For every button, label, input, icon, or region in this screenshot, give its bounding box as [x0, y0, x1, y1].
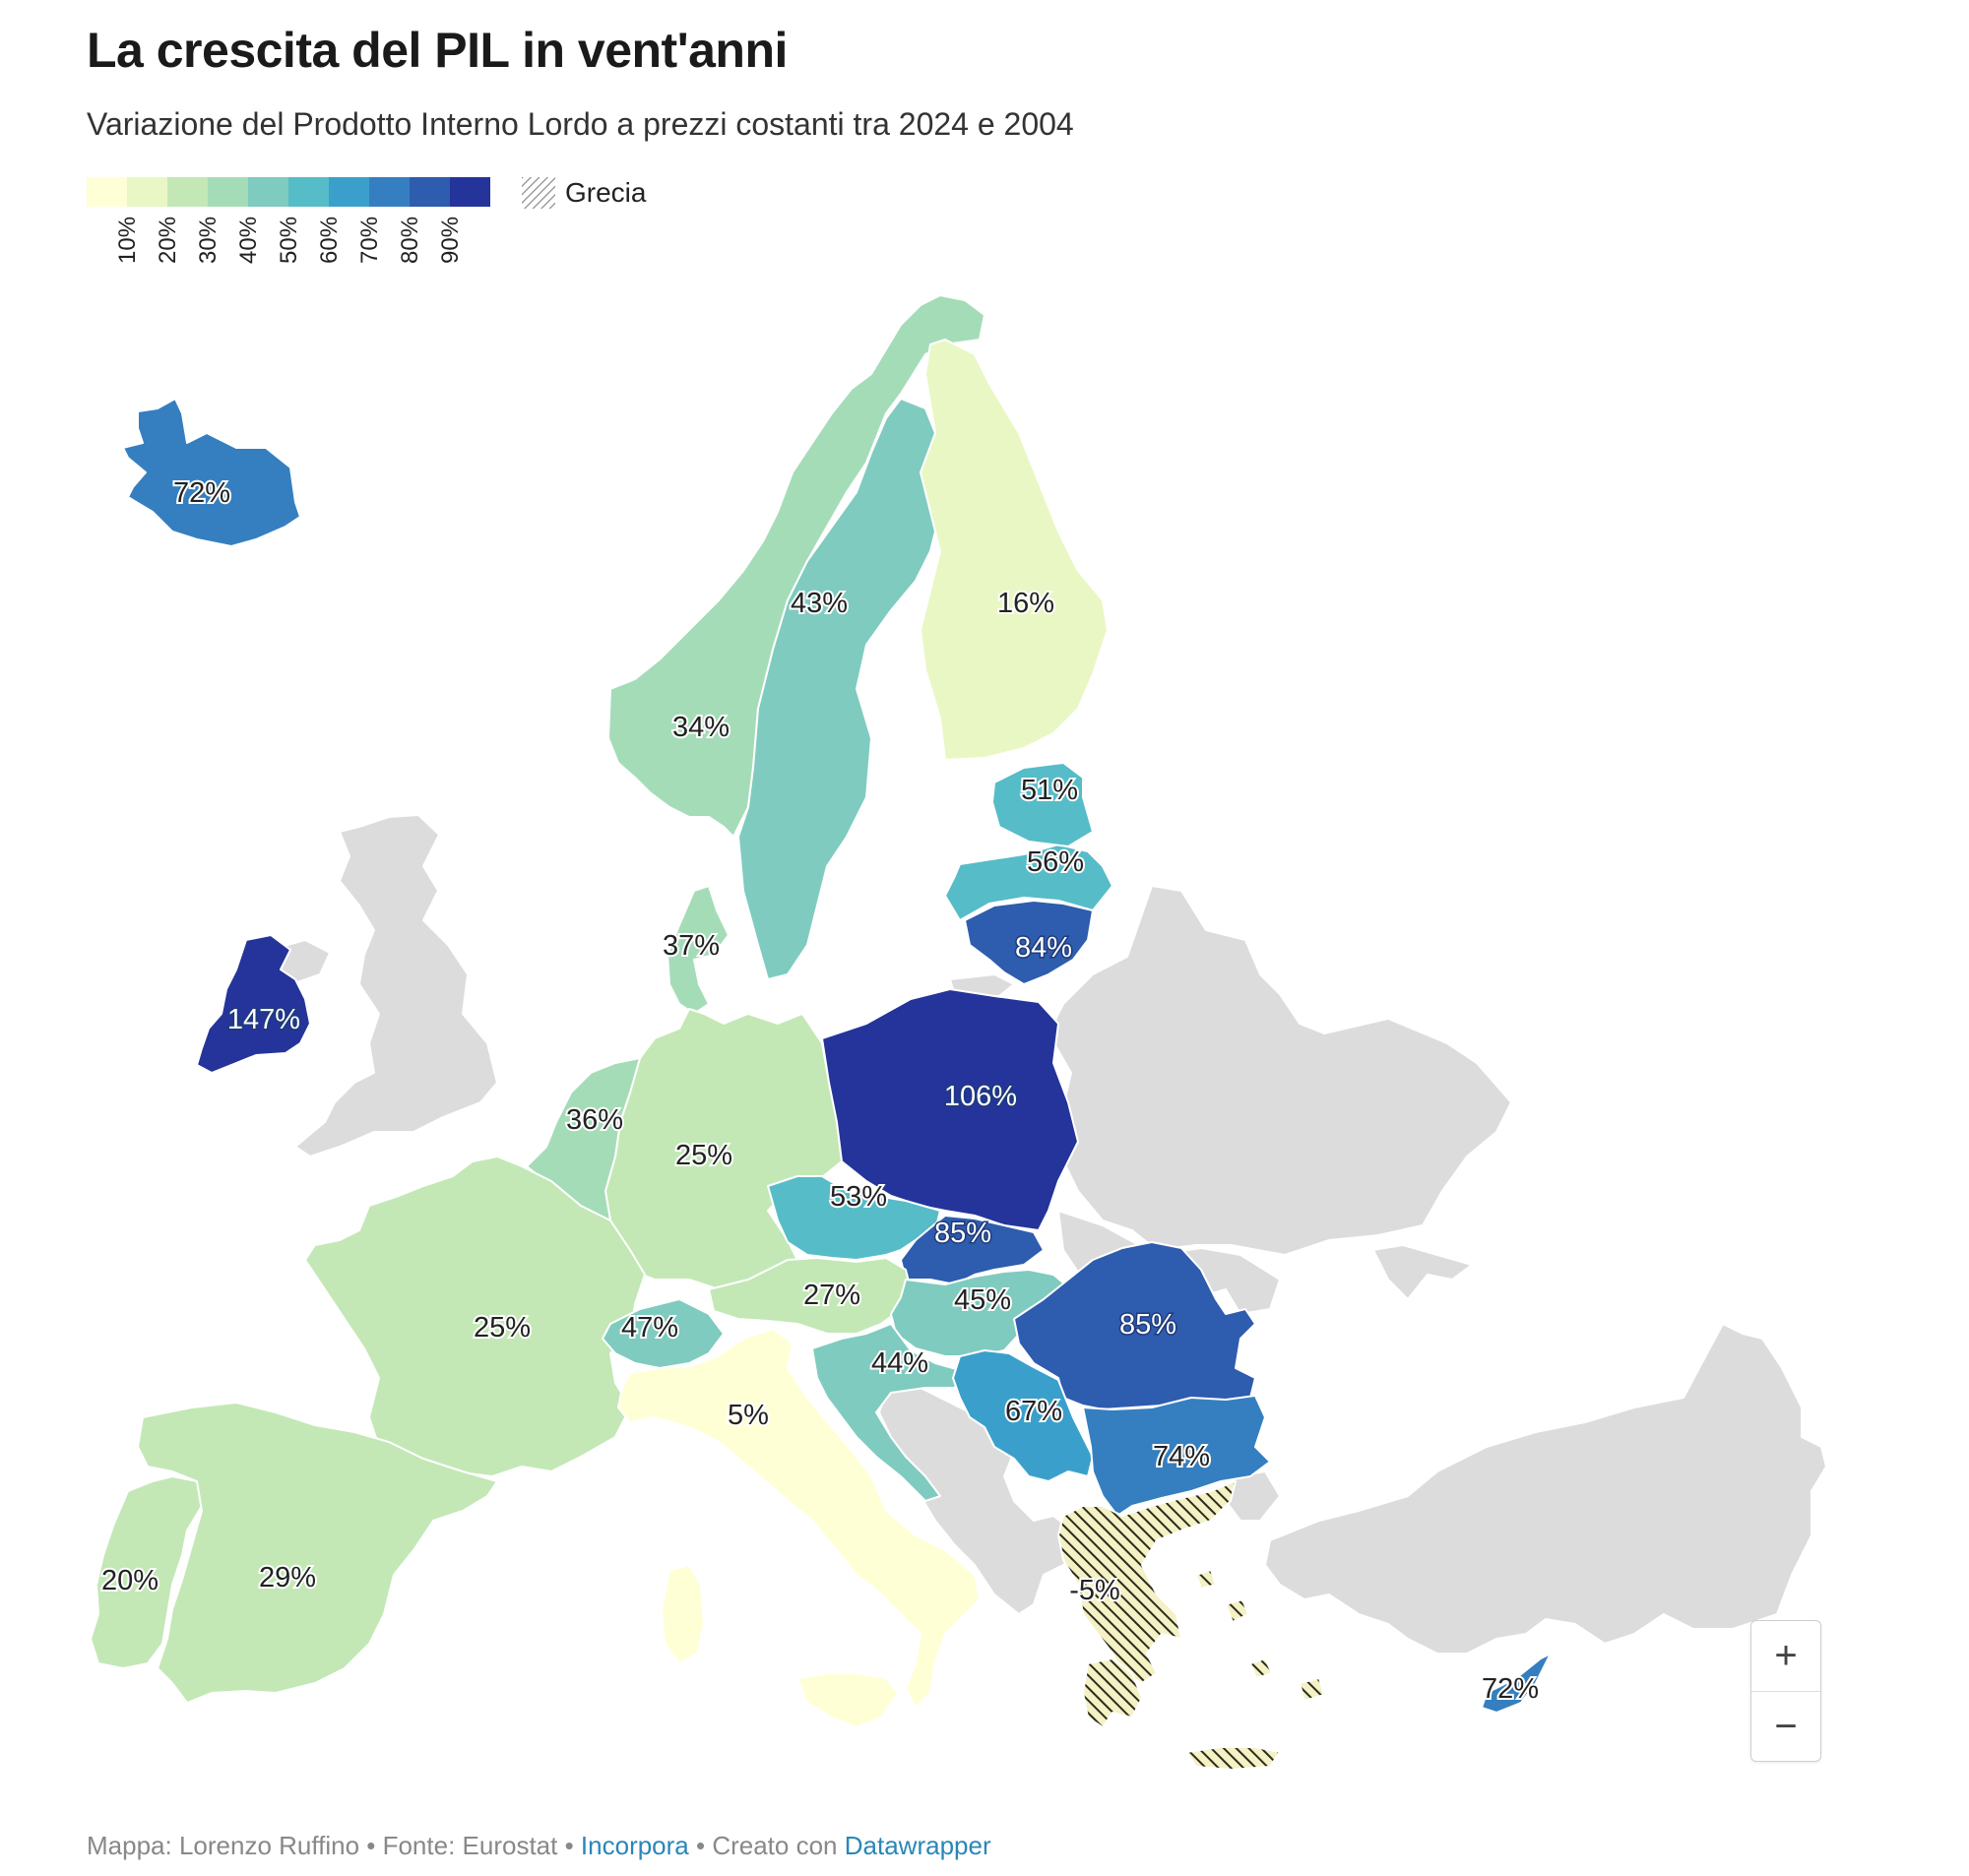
value-label-islanda: 72% [173, 477, 230, 509]
country-croatia-slovenia[interactable] [811, 1323, 961, 1502]
value-label-austria: 27% [803, 1280, 860, 1311]
footer-credits: Mappa: Lorenzo Ruffino • Fonte: Eurostat… [87, 1831, 991, 1861]
country-poland[interactable] [821, 988, 1079, 1231]
legend-bin [288, 177, 329, 207]
country-sardinia[interactable] [661, 1564, 705, 1664]
country-belarus-russia-east[interactable] [1048, 885, 1512, 1256]
value-label-portogallo: 20% [101, 1565, 159, 1596]
country-greece[interactable] [1057, 1480, 1237, 1684]
value-label-cipro: 72% [1482, 1673, 1539, 1705]
value-label-italia: 5% [728, 1400, 769, 1431]
hatch-legend: Grecia [522, 177, 646, 209]
legend-bin [208, 177, 248, 207]
hatch-swatch-icon [522, 177, 555, 209]
value-label-bulgaria: 74% [1153, 1441, 1210, 1472]
value-label-lettonia: 56% [1027, 846, 1084, 878]
value-label-romania: 85% [1119, 1309, 1176, 1341]
data-countries [90, 294, 1552, 1728]
value-label-cechia: 53% [830, 1181, 887, 1213]
legend-bin [369, 177, 410, 207]
value-label-svezia: 43% [791, 588, 848, 619]
legend-bin [410, 177, 450, 207]
country-benelux[interactable] [526, 1057, 641, 1221]
country-lithuania[interactable] [964, 900, 1094, 985]
value-label-irlanda: 147% [227, 1004, 300, 1035]
value-label-slovacchia: 85% [934, 1218, 991, 1249]
value-label-danimarca: 37% [663, 930, 720, 962]
legend-bin [127, 177, 167, 207]
legend-bin [87, 177, 127, 207]
value-label-croazia: 44% [871, 1347, 928, 1379]
legend-color-bins [87, 177, 490, 207]
country-france[interactable] [304, 1156, 646, 1477]
value-label-finlandia: 16% [997, 588, 1054, 619]
map-title: La crescita del PIL in vent'anni [87, 23, 788, 78]
zoom-in-button[interactable]: + [1751, 1621, 1820, 1692]
map-source-credit: Mappa: Lorenzo Ruffino • Fonte: Eurostat… [87, 1831, 574, 1860]
legend-bin [167, 177, 208, 207]
color-legend: 10% 20% 30% 40% 50% 60% 70% 80% 90% [87, 177, 490, 264]
country-denmark[interactable] [667, 885, 730, 1015]
country-great-britain[interactable] [294, 814, 498, 1157]
country-cyprus[interactable] [1481, 1653, 1552, 1714]
country-serbia[interactable] [952, 1349, 1094, 1482]
zoom-control: + − [1750, 1620, 1821, 1762]
datawrapper-link[interactable]: Datawrapper [844, 1831, 991, 1860]
country-italy[interactable] [617, 1328, 981, 1709]
map-subtitle: Variazione del Prodotto Interno Lordo a … [87, 106, 1074, 142]
legend-bin [329, 177, 369, 207]
country-greece-peloponnese[interactable] [1082, 1657, 1143, 1728]
country-finland[interactable] [920, 339, 1109, 761]
created-with-text: • Creato con [696, 1831, 838, 1860]
value-label-norvegia: 34% [672, 712, 730, 743]
value-label-svizzera: 47% [621, 1312, 678, 1344]
country-crimea[interactable] [1372, 1244, 1473, 1300]
value-label-estonia: 51% [1021, 775, 1078, 806]
value-label-lituania: 84% [1015, 932, 1072, 964]
country-ireland[interactable] [196, 934, 311, 1074]
value-label-germania: 25% [675, 1140, 732, 1171]
country-spain[interactable] [137, 1402, 498, 1704]
legend-bin [450, 177, 490, 207]
value-label-spagna: 29% [259, 1562, 316, 1594]
value-label-benelux: 36% [566, 1104, 623, 1136]
country-turkey[interactable] [1264, 1323, 1827, 1655]
country-estonia[interactable] [991, 762, 1094, 847]
greece-hatched [1057, 1480, 1325, 1771]
country-iceland[interactable] [122, 398, 301, 547]
value-label-ungheria: 45% [954, 1284, 1011, 1316]
country-sweden[interactable] [737, 398, 941, 980]
country-greece-crete[interactable] [1185, 1746, 1281, 1771]
country-switzerland[interactable] [602, 1298, 725, 1369]
hatch-legend-label: Grecia [565, 177, 647, 208]
zoom-out-button[interactable]: − [1774, 1705, 1798, 1748]
country-sicily[interactable] [796, 1672, 899, 1728]
country-norway[interactable] [607, 294, 985, 838]
value-label-grecia: -5% [1069, 1575, 1120, 1606]
legend-bin [248, 177, 288, 207]
country-romania[interactable] [1013, 1241, 1256, 1410]
country-greece-islands[interactable] [1195, 1569, 1325, 1702]
embed-link[interactable]: Incorpora [580, 1831, 689, 1860]
value-label-polonia: 106% [944, 1081, 1017, 1112]
country-bulgaria[interactable] [1082, 1395, 1271, 1517]
value-labels: 72% 147% 34% 43% 16% 51% 56% 84% 37% 36% 25% 106% 53… [99, 475, 1541, 1707]
value-label-francia: 25% [474, 1312, 531, 1344]
value-label-serbia: 67% [1005, 1396, 1062, 1427]
